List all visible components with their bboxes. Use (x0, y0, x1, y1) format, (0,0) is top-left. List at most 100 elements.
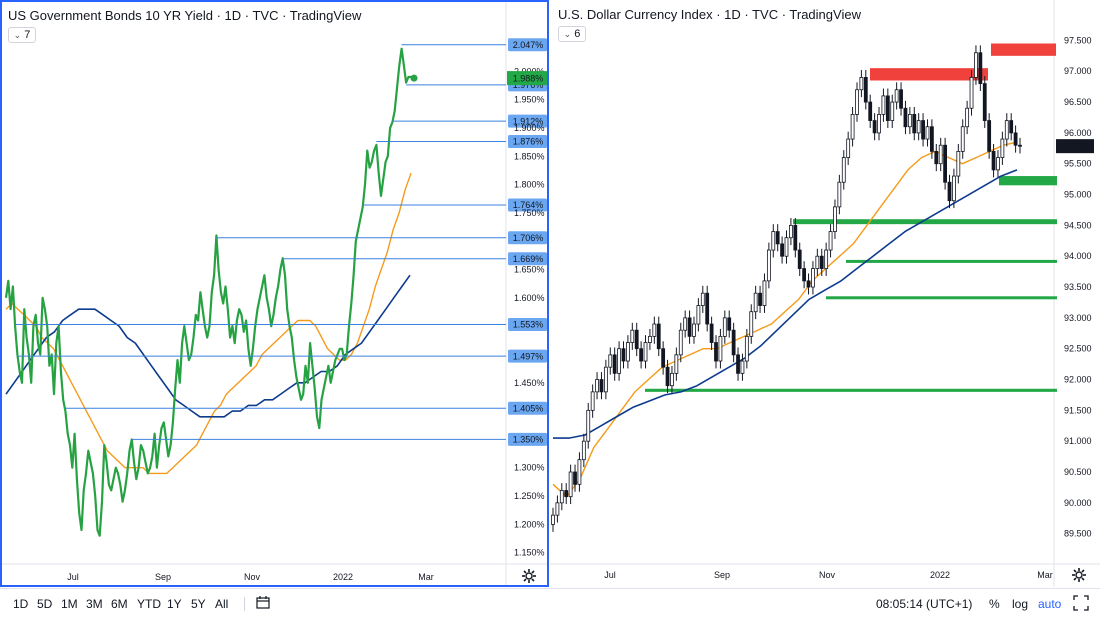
range-5y-button[interactable]: 5Y (191, 597, 206, 611)
candle-body (648, 335, 652, 343)
left-indicator-toggle[interactable]: ⌄ 7 (8, 27, 36, 43)
candle-body (780, 243, 784, 257)
price-scale-label: 1.300% (514, 463, 545, 473)
candle-body (599, 379, 604, 393)
level-tag (508, 231, 547, 245)
price-scale-label: 96.000 (1064, 128, 1092, 138)
range-ytd-button[interactable]: YTD (137, 597, 161, 611)
yield-price-line (4, 47, 414, 537)
candle-body (749, 311, 754, 337)
candle-body (797, 249, 802, 269)
range-3m-button[interactable]: 3M (86, 597, 103, 611)
candle-body (877, 114, 881, 134)
price-scale-label: 1.650% (514, 265, 545, 275)
range-5d-button[interactable]: 5D (37, 597, 53, 611)
price-scale-label: 1.950% (514, 95, 545, 105)
price-scale-label: 91.000 (1064, 436, 1092, 446)
range-1y-button[interactable]: 1Y (167, 597, 182, 611)
right-settings-gear-icon[interactable] (1071, 567, 1087, 583)
level-tag (508, 38, 547, 52)
chevron-down-icon: ⌄ (563, 28, 572, 39)
candle-body (793, 224, 798, 251)
range-all-button[interactable]: All (215, 597, 229, 611)
range-1m-button[interactable]: 1M (61, 597, 78, 611)
bottom-toolbar: 1D 5D 1M 3M 6M YTD 1Y 5Y All 08:05:14 (U… (0, 588, 1100, 619)
candle-body (577, 459, 582, 485)
price-scale-label: 90.000 (1064, 498, 1092, 508)
level-tag-label: 1.497% (513, 351, 544, 361)
level-tag (508, 135, 547, 149)
dollar-index-chart-pane[interactable]: 97.500 97.000 96.500 96.000 95.500 95.000 94.5… (550, 0, 1100, 587)
bond-yield-chart[interactable]: 2.047%1.976%1.912%1.876%1.764%1.706%1.66… (2, 2, 547, 585)
clock-readout[interactable]: 08:05:14 (UTC+1) (876, 597, 973, 611)
candle-body (771, 231, 776, 251)
candle-body (974, 52, 978, 78)
candle-body (678, 329, 683, 356)
candle-body (608, 354, 613, 368)
candle-body (952, 175, 956, 202)
candle-body (789, 224, 793, 239)
level-tag-label: 1.764% (513, 200, 544, 210)
candle-body (736, 354, 740, 374)
level-tag (508, 317, 547, 331)
price-scale-label: 96.500 (1064, 97, 1092, 107)
candle-body (991, 150, 996, 171)
time-axis-label: Sep (155, 572, 171, 582)
range-1d-button[interactable]: 1D (13, 597, 29, 611)
candle-body (969, 77, 974, 109)
candle-body (590, 391, 595, 411)
auto-scale-button[interactable]: auto (1038, 597, 1062, 611)
candle-body (775, 231, 780, 245)
candle-body (899, 89, 903, 109)
candle-body (696, 305, 701, 325)
right-chart-title: U.S. Dollar Currency Index · 1D · TVC · … (558, 7, 861, 22)
price-scale-label: 1.150% (514, 548, 545, 558)
candle-body (661, 348, 666, 368)
dollar-index-chart[interactable]: 97.500 97.000 96.500 96.000 95.500 95.000 94.5… (550, 0, 1100, 587)
candle-body (656, 323, 661, 350)
toolbar-divider (244, 597, 245, 611)
candle-body (784, 237, 789, 257)
range-6m-button[interactable]: 6M (111, 597, 128, 611)
candle-body (881, 95, 886, 115)
candle-body (630, 329, 635, 343)
candle-body (934, 150, 939, 165)
candle-body (921, 120, 925, 140)
left-settings-gear-icon[interactable] (521, 568, 537, 584)
candle-body (555, 502, 560, 516)
level-tag (508, 114, 547, 128)
level-tag-label: 1.350% (513, 435, 544, 445)
candle-body (837, 181, 842, 208)
candle-body (965, 107, 970, 128)
price-scale-label: 94.000 (1064, 251, 1092, 261)
last-price-tag (1056, 139, 1094, 154)
candle-body (727, 317, 732, 331)
candle-body (603, 366, 608, 393)
log-scale-button[interactable]: log (1012, 597, 1029, 611)
candle-body (639, 348, 644, 362)
slow-ma-line (553, 169, 1018, 439)
price-scale-label: 1.200% (514, 519, 545, 529)
candle-body (894, 89, 899, 103)
bond-yield-chart-pane[interactable]: 2.047%1.976%1.912%1.876%1.764%1.706%1.66… (0, 0, 549, 587)
candle-body (996, 157, 1000, 171)
candle-body (855, 89, 859, 115)
price-scale-label: 90.500 (1064, 467, 1092, 477)
candle-body (744, 335, 749, 362)
right-indicator-toggle[interactable]: ⌄ 6 (558, 26, 586, 42)
candle-body (903, 107, 908, 128)
support-zone (846, 259, 1057, 263)
level-tag (508, 252, 547, 266)
price-scale-label: 1.800% (514, 180, 545, 190)
candle-body (947, 181, 952, 202)
candle-body (890, 101, 895, 121)
percent-scale-button[interactable]: % (989, 597, 1000, 611)
price-scale-label: 91.500 (1064, 405, 1092, 415)
slow-ma-line (5, 274, 411, 418)
time-axis-label: Sep (714, 570, 730, 580)
candle-body (956, 150, 961, 177)
candle-body (802, 268, 807, 282)
candle-body (551, 514, 555, 525)
candle-body (709, 323, 714, 343)
candle-body (943, 144, 948, 183)
